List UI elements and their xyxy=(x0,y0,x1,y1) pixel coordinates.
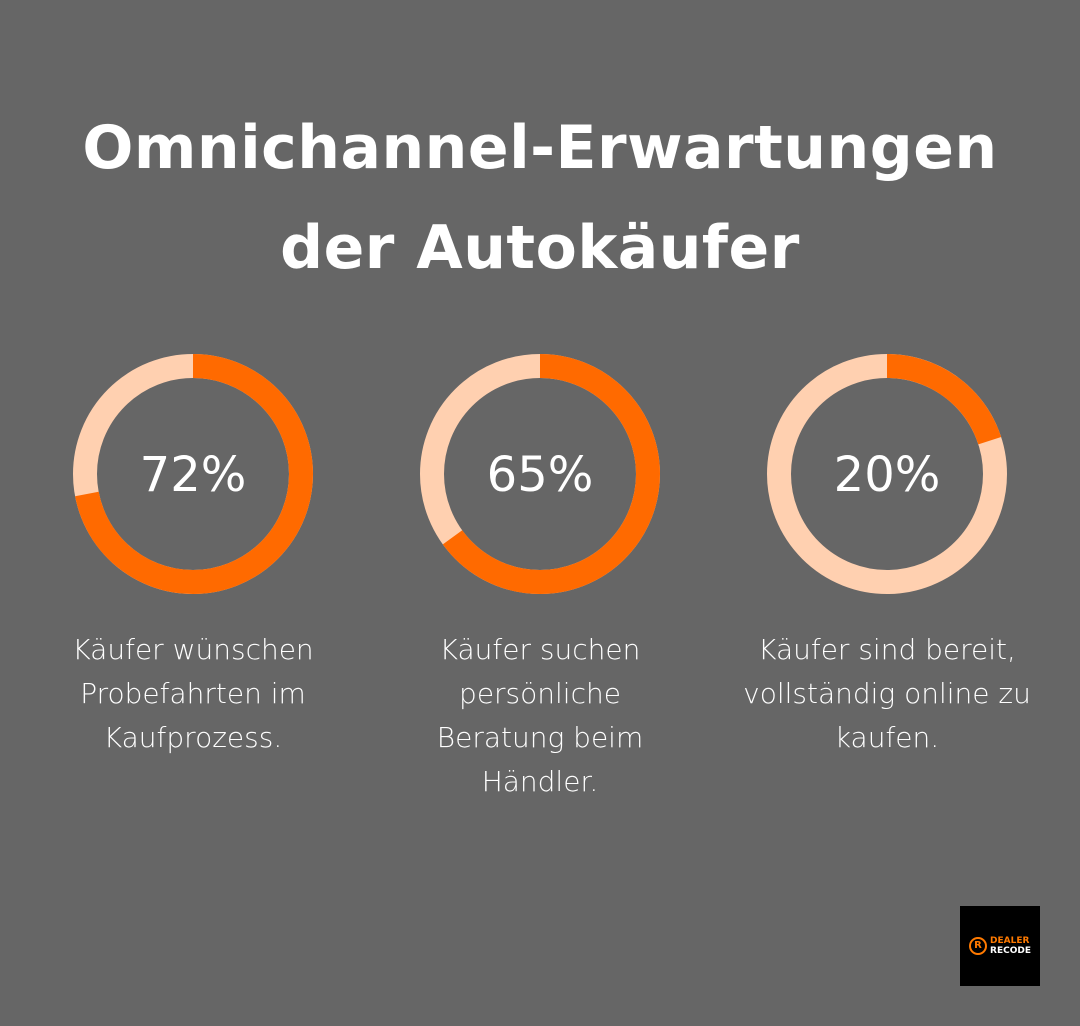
donut-value-arc xyxy=(73,354,313,594)
percent-label: 72% xyxy=(139,447,247,503)
title-line-1: Omnichannel-Erwartungen xyxy=(82,113,998,183)
caption: Käufer suchen persönliche Beratung beim … xyxy=(436,633,644,798)
logo-mark-icon: R xyxy=(969,937,988,955)
percent-label: 20% xyxy=(833,447,941,503)
stat-test-drive: 72% Käufer wünschen Probefahrten im Kauf… xyxy=(33,350,353,760)
stat-personal-advice: 65% Käufer suchen persönliche Beratung b… xyxy=(380,350,700,804)
title-line-2: der Autokäufer xyxy=(280,213,800,283)
donut-chart xyxy=(767,354,1007,594)
dealer-recode-logo: R DEALER RECODE xyxy=(960,906,1040,986)
donut-chart xyxy=(73,354,313,594)
donut-value-arc xyxy=(420,354,660,594)
stat-online-purchase: 20% Käufer sind bereit, vollständig onli… xyxy=(727,350,1047,760)
logo-line-2: RECODE xyxy=(990,946,1031,956)
donut-value-arc xyxy=(767,354,1007,594)
caption: Käufer sind bereit, vollständig online z… xyxy=(743,633,1031,754)
page-title: Omnichannel-Erwartungen der Autokäufer xyxy=(0,98,1080,298)
percent-label: 65% xyxy=(486,447,594,503)
caption: Käufer wünschen Probefahrten im Kaufproz… xyxy=(72,633,314,754)
logo-line-1: DEALER xyxy=(990,936,1030,946)
donut-chart xyxy=(420,354,660,594)
